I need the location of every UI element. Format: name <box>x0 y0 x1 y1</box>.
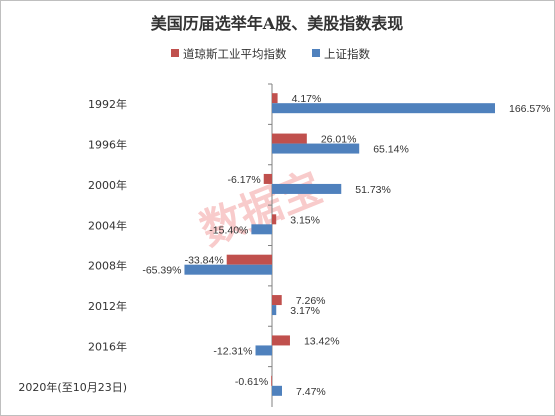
category-tick-label: 1996年 <box>88 138 127 152</box>
category-tick-label: 2004年 <box>88 218 127 232</box>
bar-dow <box>226 254 272 265</box>
bar-dow <box>272 214 277 225</box>
legend: 道琼斯工业平均指数 上证指数 <box>171 47 370 61</box>
bar-shanghai <box>272 305 277 316</box>
data-label: -65.39% <box>142 265 181 277</box>
data-label: 166.57% <box>509 103 550 115</box>
legend-label-shanghai: 上证指数 <box>324 47 370 61</box>
data-label: -33.84% <box>185 255 224 267</box>
bar-dow <box>272 93 278 104</box>
bar-shanghai <box>272 143 360 154</box>
data-label: 7.47% <box>296 386 326 398</box>
data-label: 13.42% <box>304 335 340 347</box>
bar-shanghai <box>272 385 283 396</box>
bar-shanghai <box>184 264 272 275</box>
legend-label-dow: 道琼斯工业平均指数 <box>183 47 287 61</box>
data-label: 65.14% <box>373 144 409 156</box>
data-label: 26.01% <box>321 134 357 146</box>
bar-dow <box>272 295 282 306</box>
legend-swatch-shanghai <box>312 49 320 57</box>
bar-dow <box>263 173 272 184</box>
bar-dow <box>271 375 272 386</box>
plot-area: 1992年 4.17% 166.57% 1996年 26.01% 65.14% 2000年 -… <box>18 83 550 407</box>
category-tick-label: 2000年 <box>88 178 127 192</box>
data-label: 51.73% <box>355 184 391 196</box>
data-label: -15.40% <box>209 224 248 236</box>
bar-shanghai <box>251 224 272 235</box>
bar-dow <box>272 133 307 144</box>
watermark: 数据宝 <box>193 162 328 255</box>
bar-dow <box>272 335 290 346</box>
data-label: -0.61% <box>235 376 268 388</box>
category-tick-label: 2016年 <box>88 339 127 353</box>
data-label: 3.17% <box>290 305 320 317</box>
category-tick-label: 2020年(至10月23日) <box>18 380 127 394</box>
data-label: -6.17% <box>227 174 260 186</box>
bar-shanghai <box>255 345 272 356</box>
chart-title: 美国历届选举年A股、美股指数表现 <box>151 14 403 33</box>
data-label: 3.15% <box>290 214 320 226</box>
bar-shanghai <box>272 183 342 194</box>
data-label: 4.17% <box>292 93 322 105</box>
category-tick-label: 1992年 <box>88 97 127 111</box>
bar-shanghai <box>272 103 495 114</box>
category-tick-label: 2012年 <box>88 299 127 313</box>
data-label: 7.26% <box>296 295 326 307</box>
category-tick-label: 2008年 <box>88 259 127 273</box>
data-label: -12.31% <box>213 345 252 357</box>
legend-swatch-dow <box>171 49 179 57</box>
